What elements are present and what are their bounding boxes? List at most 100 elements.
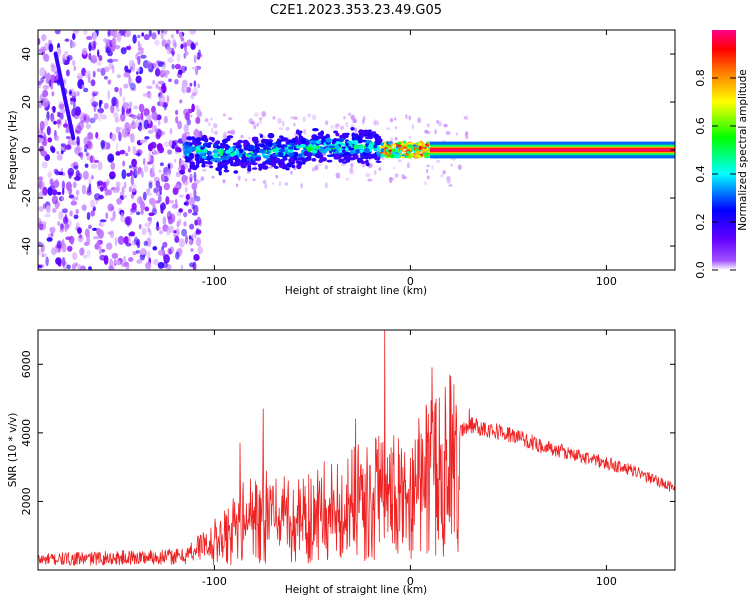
spectrogram-halo-speckle — [247, 136, 251, 140]
spectrogram-halo-speckle — [258, 119, 263, 125]
chart-title: C2E1.2023.353.23.49.G05 — [270, 3, 442, 18]
spectrogram-noise-speckle — [193, 80, 197, 88]
spectrogram-halo-speckle — [394, 173, 399, 178]
spectrogram-noise-speckle — [98, 55, 103, 61]
spectrogram-halo-speckle — [345, 177, 350, 181]
spectrogram-line-blob — [299, 130, 303, 134]
spectrogram-noise-speckle — [160, 30, 164, 40]
spectrogram-noise-speckle — [137, 150, 140, 158]
snr-ticks: -100 0 100 2000 4000 6000 — [20, 330, 675, 588]
colorbar-gradient — [712, 30, 736, 270]
snr-x-tick-label: -100 — [202, 575, 227, 588]
spectrogram-noise-speckle — [128, 59, 135, 69]
spectrogram-transition-blob — [400, 156, 406, 159]
spectrogram-line-blob — [214, 141, 221, 145]
spectrogram-halo-speckle — [385, 127, 391, 131]
spectrogram-y-tick-label: 20 — [20, 95, 33, 109]
spectrogram-noise-speckle — [97, 49, 100, 58]
spectrogram-noise-speckle — [167, 163, 171, 170]
spectrogram-noise-speckle — [38, 176, 44, 181]
spectrogram-noise-speckle — [147, 227, 150, 233]
spectrogram-line-blob — [315, 140, 322, 145]
snr-y-axis-title: SNR (10 * v/v) — [7, 413, 19, 488]
spectrogram-line-blob — [275, 141, 282, 145]
spectrogram-noise-speckle — [136, 67, 141, 72]
spectrogram-noise-speckle — [81, 47, 88, 56]
spectrogram-line-blob — [359, 144, 363, 147]
spectrogram-noise-speckle — [73, 214, 79, 220]
spectrogram-halo-speckle — [293, 116, 298, 120]
spectrogram-noise-speckle — [125, 262, 130, 270]
spectrogram-noise-speckle — [38, 249, 42, 256]
spectrogram-noise-speckle — [77, 227, 82, 235]
spectrogram-noise-speckle — [74, 165, 79, 170]
spectrogram-noise-speckle — [123, 194, 127, 199]
spectrogram-halo-speckle — [334, 124, 339, 129]
spectrogram-noise-speckle — [47, 171, 53, 178]
spectrogram-halo-speckle — [464, 136, 469, 140]
spectrogram-noise-speckle — [47, 137, 53, 143]
spectrogram-noise-speckle — [38, 80, 42, 86]
spectrogram-noise-speckle — [187, 168, 192, 173]
spectrogram-noise-speckle — [189, 30, 196, 35]
spectrogram-noise-speckle — [130, 133, 135, 143]
spectrogram-halo-speckle — [440, 174, 444, 178]
spectrogram-noise-speckle — [158, 94, 166, 104]
spectrogram-halo-speckle — [408, 115, 412, 121]
spectrogram-noise-speckle — [110, 133, 117, 142]
spectrogram-halo-speckle — [350, 162, 354, 168]
spectrogram-line-blob — [232, 142, 237, 146]
spectrogram-halo-speckle — [190, 114, 193, 118]
spectrogram-noise-speckle — [53, 120, 57, 125]
spectrogram-noise-speckle — [159, 87, 163, 96]
colorbar-tick-label: 0.2 — [694, 213, 707, 231]
spectrogram-noise-speckle — [84, 163, 89, 168]
spectrogram-line-blob — [311, 157, 317, 162]
spectrogram-line-blob — [226, 135, 234, 139]
spectrogram-halo-speckle — [350, 114, 356, 121]
spectrogram-line-blob — [190, 136, 196, 141]
spectrogram-y-tick-label: -40 — [20, 237, 33, 255]
spectrogram-noise-speckle — [177, 120, 183, 130]
spectrogram-line-blob — [371, 131, 377, 134]
spectrogram-noise-speckle — [105, 46, 111, 53]
spectrogram-line-blob — [292, 153, 298, 158]
spectrogram-halo-speckle — [184, 181, 189, 186]
spectrogram-line-blob — [341, 161, 348, 164]
spectrogram-noise-speckle — [83, 241, 90, 246]
spectrogram-line-blob — [354, 154, 359, 160]
spectrogram-halo-speckle — [394, 126, 398, 130]
spectrogram-noise-speckle — [141, 32, 145, 37]
spectrogram-noise-speckle — [88, 52, 92, 61]
spectrogram-noise-speckle — [93, 40, 96, 49]
spectrogram-noise-speckle — [110, 104, 115, 114]
spectrogram-halo-speckle — [405, 114, 408, 120]
spectrogram-halo-speckle — [261, 111, 267, 118]
spectrogram-noise-speckle — [119, 149, 126, 155]
spectrogram-noise-speckle — [163, 102, 167, 111]
spectrogram-line-blob — [201, 155, 208, 159]
spectrogram-transition-blob — [414, 150, 421, 155]
spectrogram-noise-speckle — [39, 67, 46, 77]
spectrogram-noise-speckle — [188, 239, 193, 246]
spectrogram-line-blob — [247, 167, 252, 172]
spectrogram-noise-speckle — [153, 187, 160, 194]
spectrogram-halo-speckle — [307, 113, 312, 118]
spectrogram-noise-speckle — [148, 182, 153, 189]
spectrogram-line-blob — [247, 144, 255, 150]
spectrogram-noise-speckle — [96, 60, 102, 66]
spectrogram-transition-blob — [390, 143, 394, 146]
spectrogram-line-blob — [343, 154, 349, 160]
spectrogram-halo-speckle — [464, 115, 469, 121]
spectrogram-noise-speckle — [144, 136, 150, 140]
spectrogram-transition-blob — [400, 147, 404, 151]
spectrogram-noise-speckle — [84, 70, 91, 78]
spectrogram-halo-speckle — [210, 118, 213, 121]
spectrogram-noise-speckle — [119, 191, 124, 197]
spectrogram-noise-speckle — [57, 221, 61, 227]
spectrogram-noise-speckle — [68, 186, 72, 196]
spectrogram-line-blob — [183, 150, 187, 156]
spectrogram-halo-speckle — [214, 130, 218, 135]
spectrogram-noise-speckle — [83, 87, 89, 93]
spectrogram-noise-speckle — [109, 30, 115, 37]
